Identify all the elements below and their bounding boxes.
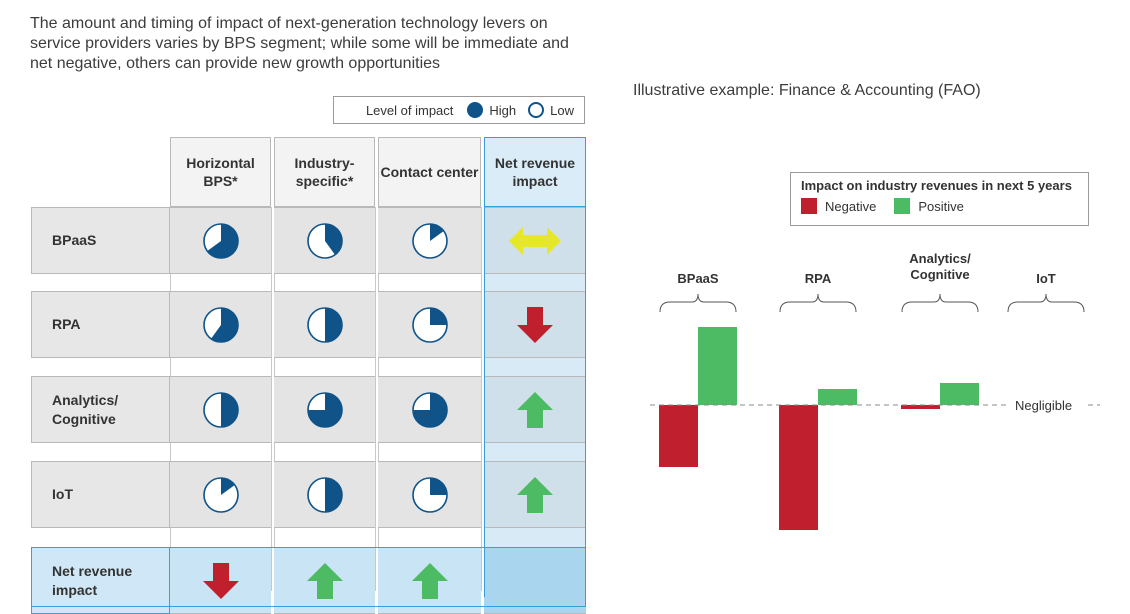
illustrative-title: Illustrative example: Finance & Accounti… bbox=[633, 82, 981, 99]
up-arrow-icon bbox=[306, 562, 343, 599]
net-impact-cell bbox=[484, 547, 586, 614]
harvey-ball-icon bbox=[306, 222, 343, 259]
table-cell bbox=[274, 461, 375, 528]
legend-positive-label: Positive bbox=[918, 198, 964, 214]
table-cell bbox=[170, 291, 271, 358]
table-cell bbox=[378, 207, 481, 274]
net-column-gap bbox=[484, 528, 586, 547]
net-column-gap bbox=[484, 274, 586, 291]
up-arrow-icon bbox=[411, 562, 448, 599]
category-label: IoT bbox=[1036, 271, 1056, 286]
net-impact-cell bbox=[484, 207, 586, 274]
category-label: Cognitive bbox=[910, 267, 969, 282]
row-header: IoT bbox=[31, 461, 170, 528]
negative-bar bbox=[901, 405, 940, 409]
harvey-ball-icon bbox=[202, 391, 239, 428]
net-impact-cell bbox=[484, 461, 586, 528]
harvey-ball-icon bbox=[202, 306, 239, 343]
table-cell bbox=[378, 376, 481, 443]
net-column-gap bbox=[484, 358, 586, 376]
negative-bar bbox=[659, 405, 698, 467]
harvey-ball-icon bbox=[306, 476, 343, 513]
category-label: Analytics/ bbox=[909, 251, 971, 266]
category-brace bbox=[779, 293, 857, 313]
row-header: RPA bbox=[31, 291, 170, 358]
category-brace bbox=[1007, 293, 1085, 313]
low-impact-icon bbox=[528, 102, 545, 118]
positive-bar bbox=[818, 389, 857, 405]
column-divider bbox=[481, 207, 482, 591]
table-cell bbox=[274, 376, 375, 443]
high-impact-icon bbox=[467, 102, 484, 118]
net-column-gap bbox=[484, 443, 586, 461]
column-header-contact-center: Contact center bbox=[378, 137, 481, 207]
baseline-label: Negligible bbox=[1015, 398, 1072, 413]
category-label: BPaaS bbox=[677, 271, 719, 286]
harvey-ball-icon bbox=[411, 222, 448, 259]
table-cell bbox=[170, 207, 271, 274]
harvey-ball-icon bbox=[411, 476, 448, 513]
net-impact-cell bbox=[484, 291, 586, 358]
row-header: Net revenue impact bbox=[31, 547, 170, 614]
positive-bar bbox=[698, 327, 737, 405]
column-header-net-revenue-impact: Net revenue impact bbox=[484, 137, 586, 207]
high-label: High bbox=[489, 102, 517, 118]
column-divider bbox=[375, 207, 376, 591]
positive-bar bbox=[940, 383, 979, 405]
up-arrow-icon bbox=[517, 391, 553, 428]
harvey-ball-icon bbox=[411, 306, 448, 343]
table-cell bbox=[378, 461, 481, 528]
harvey-ball-icon bbox=[202, 476, 239, 513]
positive-swatch bbox=[894, 198, 911, 214]
harvey-ball-icon bbox=[306, 306, 343, 343]
row-header: Analytics/ Cognitive bbox=[31, 376, 170, 443]
row-header: BPaaS bbox=[31, 207, 170, 274]
impact-level-legend: Level of impact High Low bbox=[333, 96, 585, 124]
legend-negative-label: Negative bbox=[825, 198, 877, 214]
column-header-industry-specific: Industry-specific* bbox=[274, 137, 375, 207]
category-label: RPA bbox=[805, 271, 832, 286]
column-divider bbox=[271, 207, 272, 591]
revenue-impact-chart: BPaaS RPA Analytics/Cognitive IoT Negligible bbox=[650, 251, 1100, 530]
harvey-ball-icon bbox=[411, 391, 448, 428]
chart-legend-title: Impact on industry revenues in next 5 ye… bbox=[801, 178, 1072, 193]
negative-swatch bbox=[801, 198, 817, 214]
chart-legend: Impact on industry revenues in next 5 ye… bbox=[790, 172, 1089, 226]
category-brace bbox=[901, 293, 979, 313]
table-cell bbox=[378, 291, 481, 358]
table-cell bbox=[378, 547, 481, 614]
down-arrow-icon bbox=[517, 306, 553, 343]
down-arrow-icon bbox=[202, 562, 239, 599]
category-brace bbox=[659, 293, 737, 313]
net-impact-cell bbox=[484, 376, 586, 443]
impact-level-label: Level of impact bbox=[365, 102, 454, 118]
low-label: Low bbox=[550, 102, 574, 118]
table-cell bbox=[274, 291, 375, 358]
table-cell bbox=[274, 207, 375, 274]
table-cell bbox=[274, 547, 375, 614]
negative-bar bbox=[779, 405, 818, 530]
column-header-horizontal-bps: Horizontal BPS* bbox=[170, 137, 271, 207]
table-cell bbox=[170, 547, 271, 614]
headline: The amount and timing of impact of next-… bbox=[30, 15, 569, 72]
harvey-ball-icon bbox=[202, 222, 239, 259]
harvey-ball-icon bbox=[306, 391, 343, 428]
up-arrow-icon bbox=[517, 476, 553, 513]
bidirectional-arrow-icon bbox=[509, 226, 561, 255]
table-cell bbox=[170, 461, 271, 528]
table-cell bbox=[170, 376, 271, 443]
